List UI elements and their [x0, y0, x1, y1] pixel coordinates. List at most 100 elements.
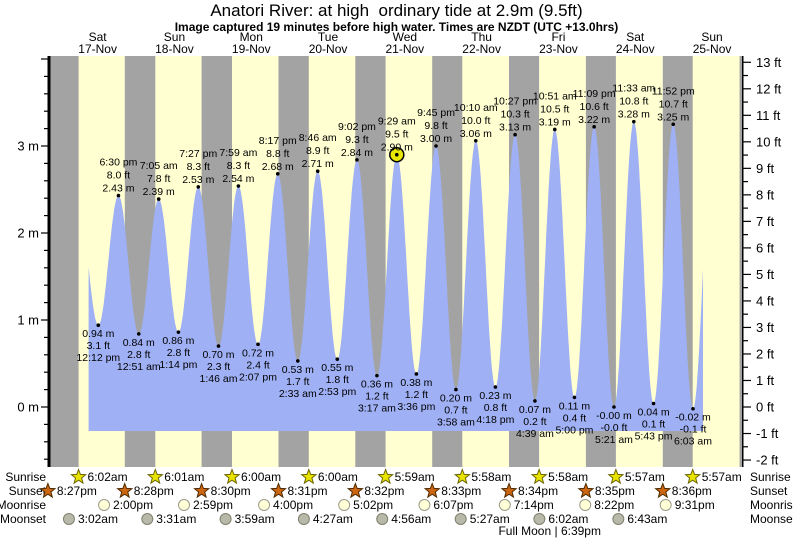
day-label-dow: Sun	[164, 30, 185, 44]
high-tide-label: 3.22 m	[578, 114, 610, 126]
axis-label-ft: 1 ft	[756, 373, 774, 388]
sunrise-time: 6:00am	[318, 470, 358, 484]
tide-dot	[493, 385, 498, 389]
low-tide-label: 0.23 m	[479, 390, 511, 402]
moonset-icon	[533, 513, 546, 525]
day-label-dow: Sun	[701, 30, 722, 44]
day-label-dow: Tue	[318, 30, 339, 44]
low-tide-label: 0.07 m	[519, 404, 551, 416]
low-tide-label: 2.8 ft	[167, 347, 190, 359]
tide-dot	[691, 406, 695, 411]
sunset-time: 8:31pm	[288, 484, 328, 498]
low-tide-label: 4:18 pm	[476, 414, 514, 426]
high-tide-label: 9.8 ft	[424, 120, 447, 132]
tide-dot	[355, 158, 359, 162]
moonset-icon	[612, 513, 625, 525]
low-tide-label: 0.53 m	[282, 364, 314, 376]
day-label-date: 21-Nov	[386, 42, 425, 56]
tide-dot	[394, 152, 399, 157]
sunrise-icon	[530, 468, 548, 485]
high-tide-label: 8:17 pm	[259, 135, 297, 147]
axis-label-ft: 13 ft	[756, 55, 782, 70]
axis-label-m: 0 m	[17, 400, 39, 415]
sunrise-icon	[684, 468, 702, 485]
low-tide-label: 3.1 ft	[87, 340, 110, 352]
tide-dot	[612, 405, 616, 409]
sunset-icon	[500, 482, 518, 499]
day-label-date: 18-Nov	[155, 42, 194, 56]
high-tide-label: 10.5 ft	[540, 103, 569, 115]
tide-dot	[434, 144, 438, 148]
moonrise-time: 5:02pm	[353, 498, 393, 512]
full-moon-label: Full Moon | 6:39pm	[498, 524, 601, 538]
low-tide-label: 12:12 pm	[76, 352, 120, 364]
moonrise-time: 2:59pm	[193, 498, 233, 512]
sunrise-row-label-right: Sunrise	[750, 470, 791, 484]
moonset-time: 4:56am	[391, 512, 431, 526]
tide-dot	[256, 342, 260, 347]
sunset-time: 8:32pm	[364, 484, 404, 498]
high-tide-label: 2.54 m	[222, 173, 254, 185]
low-tide-label: 1:46 am	[200, 373, 238, 385]
high-tide-label: 10:27 pm	[493, 96, 537, 108]
high-tide-label: 8.3 ft	[187, 161, 210, 173]
low-tide-label: 2.3 ft	[207, 361, 230, 373]
sunrise-time: 5:57am	[625, 470, 665, 484]
page-subtitle: Image captured 19 minutes before high wa…	[174, 20, 619, 34]
sunset-time: 8:28pm	[134, 484, 174, 498]
high-tide-label: 10.3 ft	[500, 109, 529, 121]
high-tide-label: 7:05 am	[140, 160, 178, 172]
low-tide-label: 0.86 m	[162, 335, 194, 347]
sunset-time: 8:27pm	[57, 484, 97, 498]
axis-label-ft: 8 ft	[756, 187, 774, 202]
sunset-icon	[116, 482, 134, 499]
moonset-row-label-left: Moonset	[0, 512, 47, 526]
day-label-dow: Thu	[471, 30, 492, 44]
low-tide-label: 5:00 pm	[555, 424, 593, 436]
tide-dot	[375, 373, 379, 378]
low-tide-label: -0.02 m	[675, 412, 711, 424]
high-tide-label: 11:52 pm	[652, 85, 695, 97]
sunset-time: 8:36pm	[672, 484, 712, 498]
low-tide-label: 0.20 m	[440, 393, 472, 405]
low-tide-label: 1.7 ft	[286, 376, 309, 388]
tide-dot	[592, 125, 596, 129]
sunrise-time: 6:01am	[164, 470, 204, 484]
tide-dot	[236, 184, 241, 188]
low-tide-label: 5:21 am	[595, 434, 633, 446]
low-tide-label: 0.2 ft	[523, 416, 546, 428]
tide-dot	[533, 399, 537, 403]
sunrise-icon	[300, 468, 318, 485]
moonrise-icon	[418, 499, 431, 511]
axis-label-ft: 6 ft	[756, 240, 774, 255]
tide-dot	[196, 185, 201, 189]
high-tide-label: 9:02 pm	[338, 121, 376, 133]
high-tide-label: 2.84 m	[341, 147, 373, 159]
tide-area	[88, 121, 704, 431]
moonset-time: 6:02am	[548, 512, 588, 526]
tide-dot	[572, 395, 577, 400]
sunrise-icon	[453, 468, 471, 485]
high-tide-label: 2.39 m	[143, 186, 175, 198]
tide-dot	[335, 357, 340, 361]
day-label-date: 22-Nov	[462, 42, 501, 56]
low-tide-label: 3:36 pm	[397, 401, 435, 413]
day-label-date: 20-Nov	[309, 42, 348, 56]
left-axis	[47, 56, 51, 467]
day-label-dow: Sat	[89, 30, 108, 44]
axis-label-ft: 2 ft	[756, 346, 774, 361]
low-tide-label: 2:53 pm	[318, 386, 356, 398]
page-title: Anatori River: at high ordinary tide at …	[210, 1, 583, 20]
low-tide-label: 12:51 am	[117, 361, 161, 373]
moonrise-icon	[98, 499, 111, 511]
sunrise-icon	[377, 468, 395, 485]
high-tide-label: 8:46 am	[299, 132, 337, 144]
sunrise-icon	[70, 468, 88, 485]
axis-label-m: 2 m	[17, 226, 39, 241]
low-tide-label: 0.04 m	[637, 407, 669, 419]
low-tide-label: 0.8 ft	[484, 402, 507, 414]
tide-dot	[216, 344, 221, 348]
low-tide-label: 1.8 ft	[326, 374, 349, 386]
